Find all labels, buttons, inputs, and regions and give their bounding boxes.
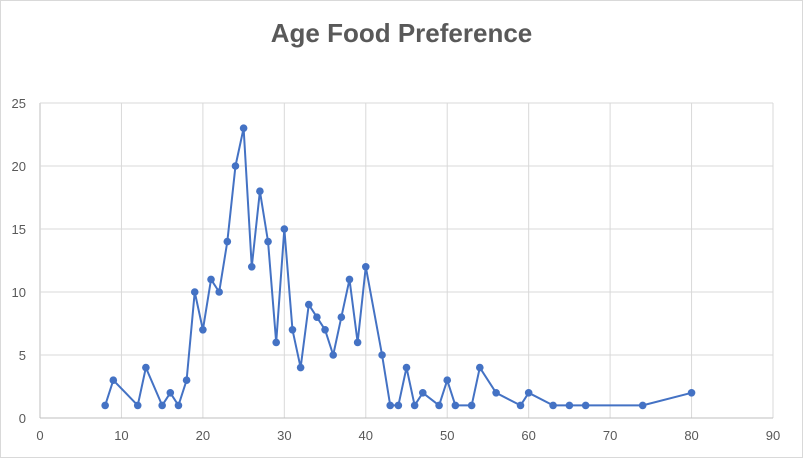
x-tick-label: 70 (603, 428, 617, 443)
data-point (361, 263, 370, 271)
data-point (231, 162, 240, 170)
x-tick-label: 40 (359, 428, 373, 443)
x-tick-label: 50 (440, 428, 454, 443)
data-point (638, 401, 647, 410)
x-tick-label: 30 (277, 428, 291, 443)
data-point (516, 401, 525, 410)
y-tick-label: 10 (12, 285, 26, 300)
data-point (353, 338, 362, 347)
data-point (394, 401, 403, 410)
data-point (199, 326, 207, 334)
data-point (101, 401, 109, 410)
data-point (402, 363, 411, 372)
data-point (337, 313, 346, 322)
data-point (190, 288, 199, 296)
data-point (239, 124, 248, 132)
data-point (321, 326, 329, 334)
data-point (410, 401, 419, 410)
data-point (418, 389, 427, 397)
data-point (256, 187, 264, 195)
data-point (280, 225, 289, 233)
data-point (435, 401, 443, 410)
data-point (288, 326, 297, 334)
data-point (207, 275, 215, 284)
x-tick-label: 90 (766, 428, 780, 443)
data-point (264, 237, 272, 246)
data-point (443, 376, 452, 385)
data-point (272, 338, 280, 347)
data-point (345, 275, 354, 284)
x-tick-label: 60 (521, 428, 535, 443)
data-point (492, 389, 500, 397)
data-point (581, 401, 590, 410)
data-point (565, 401, 574, 410)
y-tick-label: 5 (19, 348, 26, 363)
data-point (215, 288, 223, 296)
data-point (386, 401, 395, 410)
data-point (304, 300, 313, 309)
data-point (166, 389, 175, 397)
x-tick-label: 0 (36, 428, 43, 443)
data-point (451, 401, 460, 410)
series-line-group (104, 127, 692, 407)
data-point (549, 401, 557, 410)
data-point (329, 351, 338, 359)
data-point (524, 389, 533, 397)
y-tick-label: 0 (19, 411, 26, 426)
data-point (378, 351, 386, 359)
data-point (109, 376, 118, 385)
y-axis-ticks: 0 5 10 15 20 25 (12, 96, 26, 426)
series-points-group (101, 124, 696, 410)
x-tick-label: 20 (196, 428, 210, 443)
series-line (104, 127, 692, 407)
data-point (182, 376, 191, 385)
data-point (476, 363, 484, 372)
data-point (133, 401, 142, 410)
y-tick-label: 20 (12, 159, 26, 174)
data-point (296, 363, 305, 372)
data-point (142, 363, 150, 372)
x-axis-ticks: 0 10 20 30 40 50 60 70 80 90 (36, 428, 780, 443)
chart-title: Age Food Preference (270, 18, 533, 48)
data-point (313, 313, 321, 322)
grid-lines (39, 102, 774, 419)
data-point (158, 401, 166, 410)
x-tick-label: 80 (684, 428, 698, 443)
data-point (223, 237, 232, 246)
data-point (687, 389, 696, 397)
data-point (174, 401, 183, 410)
y-tick-label: 15 (12, 222, 26, 237)
data-point (467, 401, 476, 410)
data-point (247, 263, 256, 271)
y-tick-label: 25 (12, 96, 26, 111)
x-tick-label: 10 (114, 428, 128, 443)
